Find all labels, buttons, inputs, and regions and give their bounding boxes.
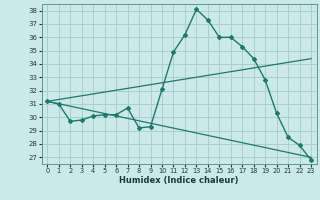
- X-axis label: Humidex (Indice chaleur): Humidex (Indice chaleur): [119, 176, 239, 185]
